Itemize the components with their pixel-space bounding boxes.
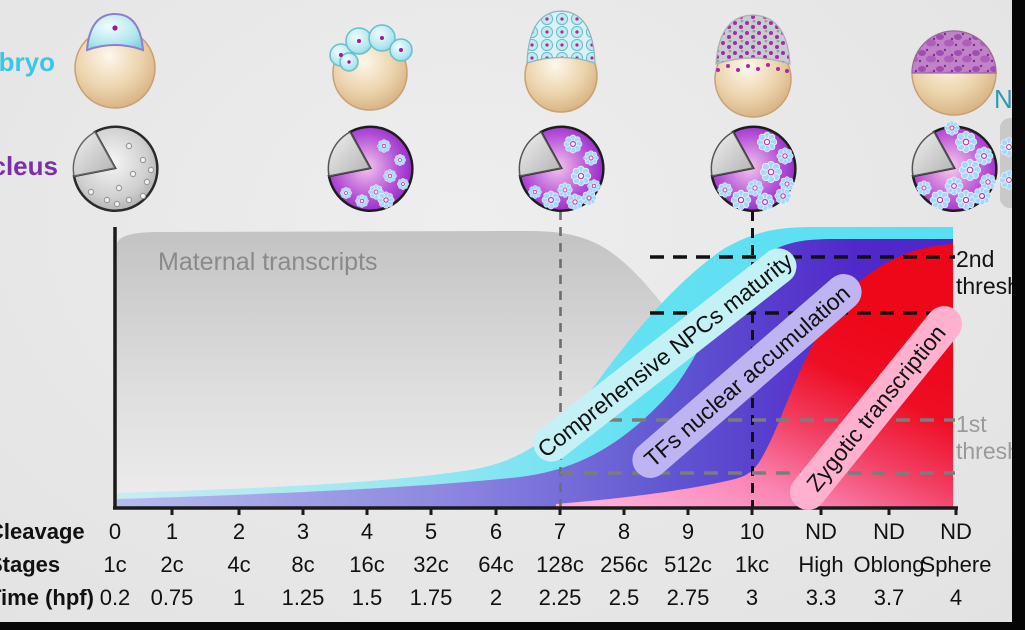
nucleus-stage-5	[911, 120, 998, 212]
time-value: 0.2	[99, 585, 131, 610]
time-value: 1.5	[351, 585, 383, 610]
stage-value: 512c	[664, 552, 712, 577]
stage-value: Oblong	[853, 552, 925, 577]
right-crop-bar	[1012, 0, 1025, 630]
cleavage-value: ND	[873, 519, 905, 544]
stage-value: 64c	[478, 552, 514, 577]
time-value: 1	[232, 585, 246, 610]
stage-value: High	[798, 552, 844, 577]
nucleus-stage-3	[518, 125, 605, 212]
stage-value: 1kc	[734, 552, 770, 577]
time-row-label: Time (hpf)	[0, 585, 94, 610]
cleavage-value: ND	[805, 519, 837, 544]
cleavage-value: 6	[489, 519, 503, 544]
nucleus-stage-1	[72, 125, 159, 212]
embryo-stage-1cell	[74, 12, 156, 109]
time-value: 3.3	[805, 585, 837, 610]
cleavage-value: 4	[360, 519, 374, 544]
stage-value: 16c	[349, 552, 385, 577]
cleavage-value: 10	[739, 519, 765, 544]
stage-value: 4c	[227, 552, 251, 577]
immature-pore-dots	[87, 142, 155, 208]
cleavage-row-label: Cleavage	[0, 519, 85, 544]
axis-ticks	[170, 508, 958, 515]
time-value: 1.25	[281, 585, 325, 610]
nucleus-stage-2	[327, 125, 414, 212]
embryo-stage-sphere	[911, 30, 997, 116]
cleavage-value: 2	[232, 519, 246, 544]
stage-value: 128c	[536, 552, 584, 577]
cleavage-value: ND	[940, 519, 972, 544]
cleavage-value: 9	[681, 519, 695, 544]
embryo-row-label: Embryo	[0, 47, 55, 77]
cleavage-value: 8	[617, 519, 631, 544]
chart-axes	[113, 227, 958, 515]
nucleus-stage-4	[710, 125, 797, 212]
time-value: 2.5	[608, 585, 640, 610]
nucleus-row-label: Nucleus	[0, 151, 58, 181]
time-value: 2.75	[666, 585, 710, 610]
stage-value: 2c	[160, 552, 184, 577]
cleavage-value: 7	[553, 519, 567, 544]
stage-value: 256c	[600, 552, 648, 577]
bottom-crop-bar	[0, 622, 1025, 630]
time-value: 3	[745, 585, 759, 610]
time-value: 1.75	[409, 585, 453, 610]
embryo-stage-1kcell	[714, 14, 792, 118]
stage-value: 1c	[103, 552, 127, 577]
time-value: 3.7	[873, 585, 905, 610]
stage-value: 8c	[291, 552, 315, 577]
time-value: 0.75	[150, 585, 194, 610]
cleavage-value: 5	[424, 519, 438, 544]
embryo-stage-128cell	[524, 10, 598, 113]
time-value: 2.25	[538, 585, 582, 610]
cleavage-value: 1	[165, 519, 179, 544]
stage-value: Sphere	[920, 552, 992, 577]
embryo-stage-16cell	[329, 24, 413, 111]
time-value: 2	[489, 585, 503, 610]
time-value: 4	[949, 585, 963, 610]
maternal-transcripts-label: Maternal transcripts	[158, 248, 378, 276]
cleavage-value: 0	[108, 519, 122, 544]
stage-value: 32c	[413, 552, 449, 577]
cleavage-value: 3	[296, 519, 310, 544]
migrating-cell-dots	[716, 63, 789, 73]
stages-row-label: Stages	[0, 552, 61, 577]
